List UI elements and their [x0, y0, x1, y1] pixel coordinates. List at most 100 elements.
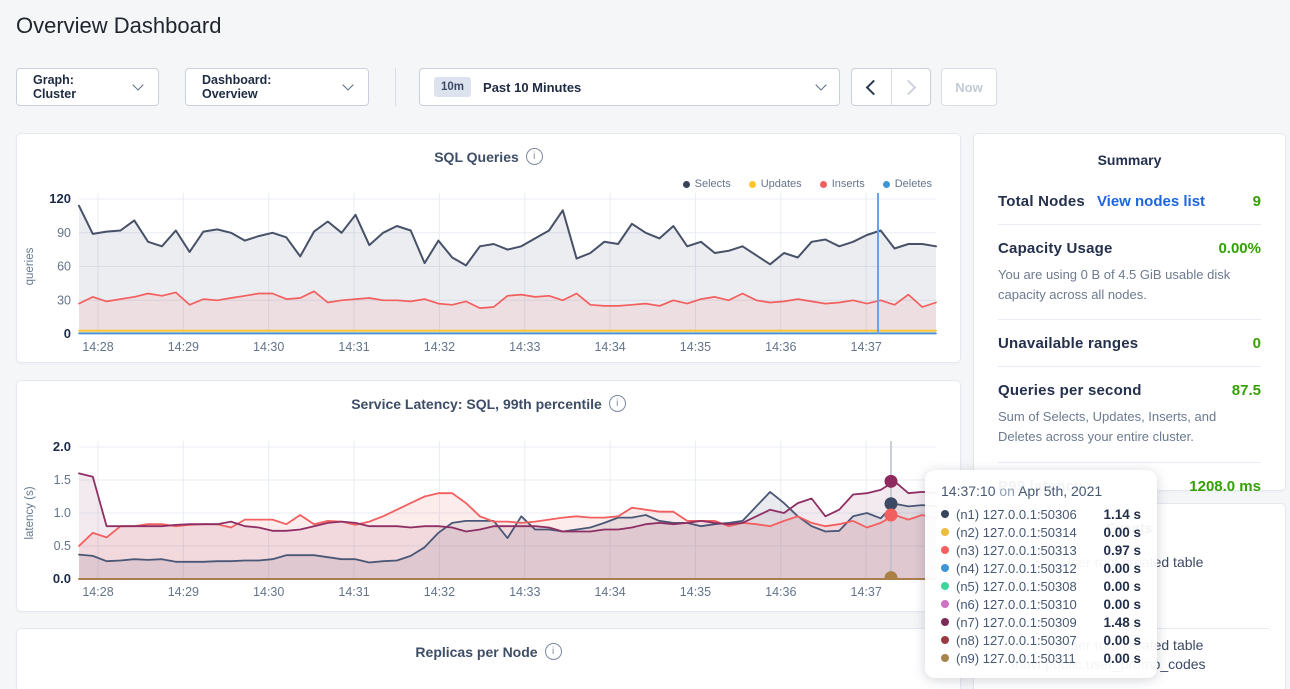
svg-text:14:33: 14:33	[509, 340, 540, 354]
time-range-selector[interactable]: 10m Past 10 Minutes	[419, 68, 840, 106]
qps-label: Queries per second	[998, 382, 1142, 400]
legend-item-deletes[interactable]: Deletes	[882, 178, 932, 190]
sql-queries-title-row: SQL Queries	[17, 134, 960, 165]
tooltip-node-row: (n2) 127.0.0.1:50314 0.00 s	[941, 523, 1141, 541]
svg-text:14:28: 14:28	[82, 340, 113, 354]
view-nodes-list-link[interactable]: View nodes list	[1096, 193, 1206, 210]
time-prev-button[interactable]	[852, 69, 891, 105]
svg-text:0.0: 0.0	[53, 571, 71, 586]
node-address: (n6) 127.0.0.1:50310	[956, 596, 1077, 612]
controls-divider	[395, 68, 396, 106]
node-color-dot-icon	[941, 546, 949, 554]
svg-text:14:35: 14:35	[680, 340, 711, 354]
svg-text:1.5: 1.5	[54, 473, 71, 487]
dashboard-dropdown-label: Dashboard: Overview	[202, 73, 272, 101]
node-latency-value: 0.00 s	[1103, 560, 1141, 576]
capacity-usage-label: Capacity Usage	[998, 240, 1113, 257]
legend-dot-icon	[682, 180, 690, 188]
node-address: (n9) 127.0.0.1:50311	[956, 650, 1076, 666]
node-address: (n8) 127.0.0.1:50307	[956, 632, 1077, 648]
chevron-right-icon	[900, 79, 917, 95]
time-range-badge: 10m	[434, 77, 472, 97]
svg-text:14:30: 14:30	[253, 340, 284, 354]
service-latency-card: Service Latency: SQL, 99th percentile 14…	[16, 380, 961, 612]
svg-text:1.0: 1.0	[54, 506, 71, 520]
node-color-dot-icon	[941, 564, 949, 572]
svg-text:90: 90	[57, 226, 71, 240]
legend-item-selects[interactable]: Selects	[682, 178, 731, 190]
tooltip-timestamp: 14:37:10 on Apr 5th, 2021	[941, 483, 1103, 499]
qps-value: 87.5	[1231, 382, 1261, 400]
legend-item-inserts[interactable]: Inserts	[819, 178, 865, 190]
chevron-left-icon	[865, 79, 882, 95]
node-address: (n2) 127.0.0.1:50314	[956, 524, 1077, 540]
svg-text:14:29: 14:29	[168, 585, 199, 599]
svg-text:14:34: 14:34	[594, 340, 625, 354]
svg-text:14:33: 14:33	[509, 585, 540, 599]
svg-text:14:36: 14:36	[765, 340, 796, 354]
node-color-dot-icon	[941, 654, 949, 662]
sql-queries-chart[interactable]: 14:28 14:29 14:30 14:31 14:32 14:33 14:34 14:35…	[17, 134, 960, 367]
svg-text:2.0: 2.0	[53, 439, 71, 454]
summary-qps: Queries per second 87.5 Sum of Selects, …	[998, 367, 1261, 463]
svg-text:120: 120	[49, 191, 71, 206]
sql-queries-plot-area: 14:28 14:29 14:30 14:31 14:32 14:33 14:34 14:35…	[24, 191, 937, 354]
replicas-title-row: Replicas per Node	[17, 629, 960, 660]
service-latency-title: Service Latency: SQL, 99th percentile	[351, 395, 602, 412]
service-latency-plot-area: 14:28 14:29 14:30 14:31 14:32 14:33 14:34 14:35…	[24, 439, 937, 599]
svg-text:14:31: 14:31	[338, 340, 369, 354]
node-latency-value: 0.97 s	[1103, 542, 1141, 558]
svg-text:0: 0	[64, 326, 71, 341]
node-latency-value: 0.00 s	[1103, 524, 1141, 540]
chevron-down-icon	[815, 79, 827, 91]
node-color-dot-icon	[941, 528, 949, 536]
svg-text:queries: queries	[24, 247, 36, 285]
tooltip-node-row: (n3) 127.0.0.1:50313 0.97 s	[941, 541, 1141, 559]
total-nodes-value: 9	[1252, 193, 1261, 210]
summary-panel: Summary Total Nodes View nodes list 9 Ca…	[973, 133, 1286, 495]
node-color-dot-icon	[941, 510, 949, 518]
tooltip-node-row: (n6) 127.0.0.1:50310 0.00 s	[941, 595, 1141, 613]
node-address: (n7) 127.0.0.1:50309	[956, 614, 1077, 630]
node-color-dot-icon	[941, 600, 949, 608]
time-range-label: Past 10 Minutes	[483, 79, 582, 95]
summary-unavailable-ranges: Unavailable ranges 0	[998, 320, 1261, 368]
node-color-dot-icon	[941, 636, 949, 644]
summary-total-nodes: Total Nodes View nodes list 9	[998, 178, 1261, 225]
graph-scope-dropdown[interactable]: Graph: Cluster	[16, 68, 159, 106]
node-color-dot-icon	[941, 582, 949, 590]
info-icon[interactable]	[608, 395, 626, 412]
svg-text:14:37: 14:37	[851, 585, 882, 599]
page-title: Overview Dashboard	[16, 13, 222, 38]
qps-desc: Sum of Selects, Updates, Inserts, and De…	[998, 409, 1217, 445]
legend-label: Deletes	[894, 178, 932, 190]
svg-text:14:31: 14:31	[338, 585, 369, 599]
legend-dot-icon	[882, 180, 890, 188]
info-icon[interactable]	[525, 148, 543, 165]
node-address: (n5) 127.0.0.1:50308	[956, 578, 1077, 594]
node-latency-value: 0.00 s	[1103, 578, 1141, 594]
svg-text:14:32: 14:32	[424, 340, 455, 354]
node-latency-value: 0.00 s	[1103, 632, 1141, 648]
svg-text:14:35: 14:35	[680, 585, 711, 599]
dashboard-dropdown[interactable]: Dashboard: Overview	[185, 68, 369, 106]
svg-text:14:29: 14:29	[168, 340, 199, 354]
service-latency-chart[interactable]: 14:28 14:29 14:30 14:31 14:32 14:33 14:34 14:35…	[17, 381, 960, 616]
graph-scope-dropdown-label: Graph: Cluster	[33, 73, 77, 101]
info-icon[interactable]	[544, 643, 562, 660]
now-button[interactable]: Now	[941, 68, 997, 106]
svg-text:latency (s): latency (s)	[24, 486, 36, 539]
legend-label: Inserts	[831, 178, 865, 190]
legend-label: Updates	[760, 178, 802, 190]
time-nav-group	[851, 68, 931, 106]
tooltip-node-row: (n4) 127.0.0.1:50312 0.00 s	[941, 559, 1141, 577]
legend-dot-icon	[748, 180, 756, 188]
legend-item-updates[interactable]: Updates	[748, 178, 802, 190]
tooltip-node-row: (n9) 127.0.0.1:50311 0.00 s	[941, 649, 1141, 667]
node-latency-value: 0.00 s	[1103, 650, 1141, 666]
tooltip-node-row: (n8) 127.0.0.1:50307 0.00 s	[941, 631, 1141, 649]
node-latency-value: 1.48 s	[1103, 614, 1141, 630]
chevron-down-icon	[132, 79, 144, 91]
time-next-button[interactable]	[890, 69, 931, 105]
sql-queries-title: SQL Queries	[434, 148, 519, 165]
